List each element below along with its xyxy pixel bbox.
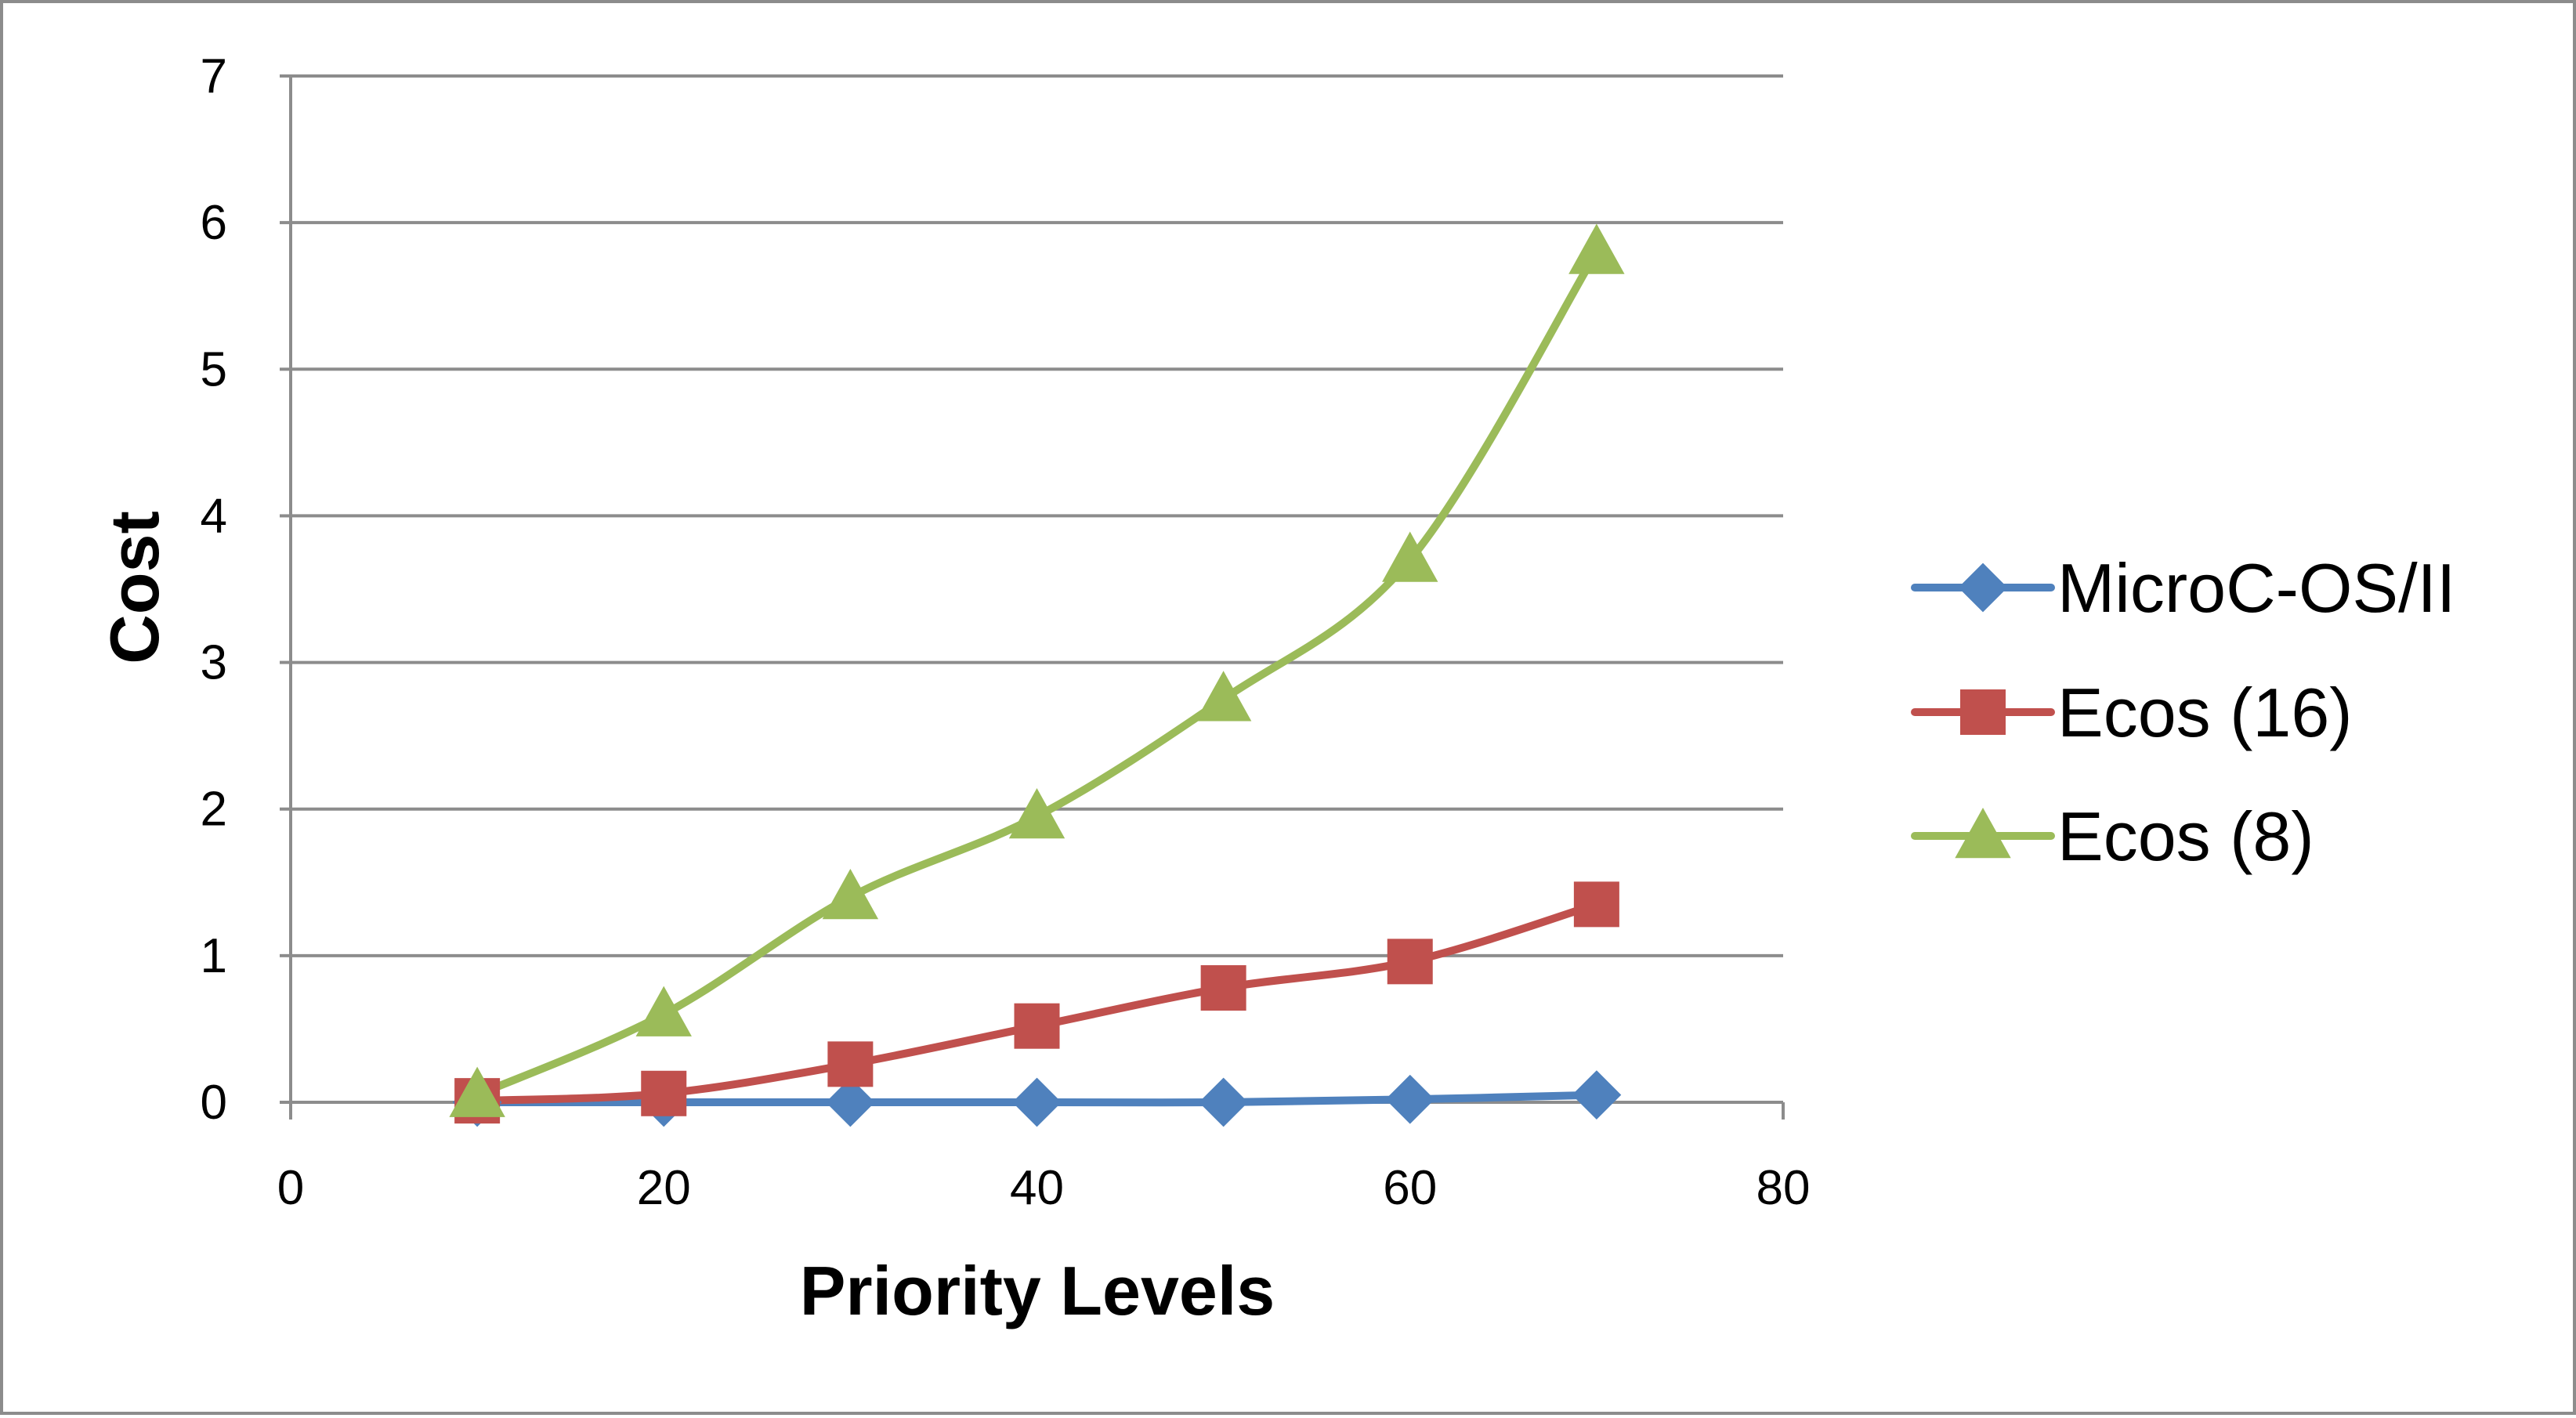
data-point-microc-os-ii-70 <box>1572 1070 1622 1120</box>
x-axis-title: Priority Levels <box>800 1252 1275 1329</box>
data-point-ecos-16-60 <box>1387 939 1433 985</box>
legend-label: Ecos (16) <box>2057 674 2353 751</box>
data-point-ecos-8-50 <box>1195 671 1252 722</box>
data-point-ecos-8-30 <box>822 868 879 920</box>
y-tick-labels: 0 1 2 3 4 5 6 7 <box>201 49 227 1130</box>
data-point-microc-os-ii-50 <box>1199 1077 1249 1127</box>
y-tick-label: 3 <box>201 636 227 690</box>
y-tick-label: 0 <box>201 1076 227 1130</box>
data-point-ecos-8-40 <box>1008 788 1065 839</box>
y-tick-label: 1 <box>201 929 227 983</box>
legend-label: Ecos (8) <box>2057 798 2314 875</box>
legend-item-microc-os-ii: MicroC-OS/II <box>1911 549 2455 627</box>
y-tick-label: 4 <box>201 489 227 543</box>
x-tick-label: 80 <box>1757 1161 1811 1215</box>
legend-item-ecos-8: Ecos (8) <box>1911 798 2314 875</box>
x-tick-label: 0 <box>277 1161 304 1215</box>
data-point-ecos-16-40 <box>1014 1003 1060 1049</box>
data-point-microc-os-ii-60 <box>1385 1074 1435 1124</box>
data-point-ecos-8-20 <box>635 986 692 1036</box>
y-axis-title: Cost <box>96 511 173 664</box>
y-tick-label: 6 <box>201 196 227 250</box>
grid-lines <box>291 74 1783 957</box>
legend-swatch-marker <box>1955 807 2011 859</box>
data-point-ecos-16-70 <box>1573 881 1619 928</box>
legend-item-ecos-16: Ecos (16) <box>1911 674 2353 751</box>
data-point-microc-os-ii-30 <box>825 1077 875 1127</box>
data-point-ecos-16-20 <box>641 1070 687 1116</box>
data-point-ecos-8-10 <box>449 1066 505 1117</box>
x-tick-label: 20 <box>637 1161 691 1215</box>
legend-swatch-marker <box>1960 689 2006 735</box>
data-point-microc-os-ii-40 <box>1012 1077 1062 1127</box>
data-point-ecos-16-50 <box>1200 965 1246 1011</box>
series-markers <box>449 223 1625 1127</box>
x-tick-label: 40 <box>1010 1161 1064 1215</box>
legend-label: MicroC-OS/II <box>2057 549 2455 627</box>
data-point-ecos-8-70 <box>1568 223 1625 274</box>
legend-swatch-marker <box>1958 562 2008 613</box>
y-tick-label: 5 <box>201 342 227 396</box>
data-point-ecos-8-60 <box>1382 531 1438 582</box>
y-tick-label: 2 <box>201 783 227 837</box>
data-point-ecos-16-30 <box>827 1041 874 1087</box>
x-tick-label: 60 <box>1383 1161 1437 1215</box>
y-tick-label: 7 <box>201 49 227 103</box>
x-tick-labels: 0 20 40 60 80 <box>277 1161 1811 1215</box>
axes <box>280 74 1785 1120</box>
legend: MicroC-OS/II Ecos (16) Ecos (8) <box>1911 549 2455 875</box>
